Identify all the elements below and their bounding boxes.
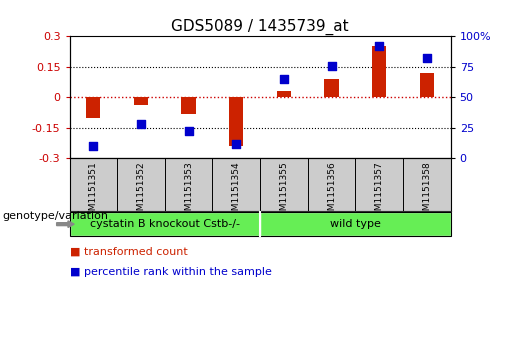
Point (375, 43, 383, 49)
Point (137, 121, 145, 127)
Text: GSM1151351: GSM1151351 (89, 161, 98, 222)
Bar (229, 97, 244, 146)
Text: ■ transformed count: ■ transformed count (70, 247, 187, 257)
Bar (277, 91, 291, 97)
Text: ■ percentile rank within the sample: ■ percentile rank within the sample (70, 267, 271, 277)
Text: GSM1151352: GSM1151352 (136, 161, 145, 221)
Text: GSM1151353: GSM1151353 (184, 161, 193, 222)
Text: genotype/variation: genotype/variation (3, 211, 109, 220)
Bar (372, 46, 386, 97)
Text: wild type: wild type (330, 219, 381, 229)
Point (184, 129, 193, 134)
Bar (181, 97, 196, 114)
Bar (86, 97, 100, 118)
Text: cystatin B knockout Cstb-/-: cystatin B knockout Cstb-/- (90, 219, 240, 229)
Point (423, 55, 431, 61)
Point (89, 143, 97, 149)
Text: GSM1151357: GSM1151357 (375, 161, 384, 222)
Bar (324, 79, 339, 97)
Point (280, 76, 288, 82)
Point (232, 141, 241, 147)
Text: GSM1151354: GSM1151354 (232, 161, 241, 221)
Text: GSM1151355: GSM1151355 (280, 161, 288, 222)
Title: GDS5089 / 1435739_at: GDS5089 / 1435739_at (171, 19, 349, 35)
Point (328, 63, 336, 69)
Text: GSM1151356: GSM1151356 (327, 161, 336, 222)
Bar (420, 73, 434, 97)
Bar (134, 97, 148, 105)
Text: GSM1151358: GSM1151358 (422, 161, 431, 222)
